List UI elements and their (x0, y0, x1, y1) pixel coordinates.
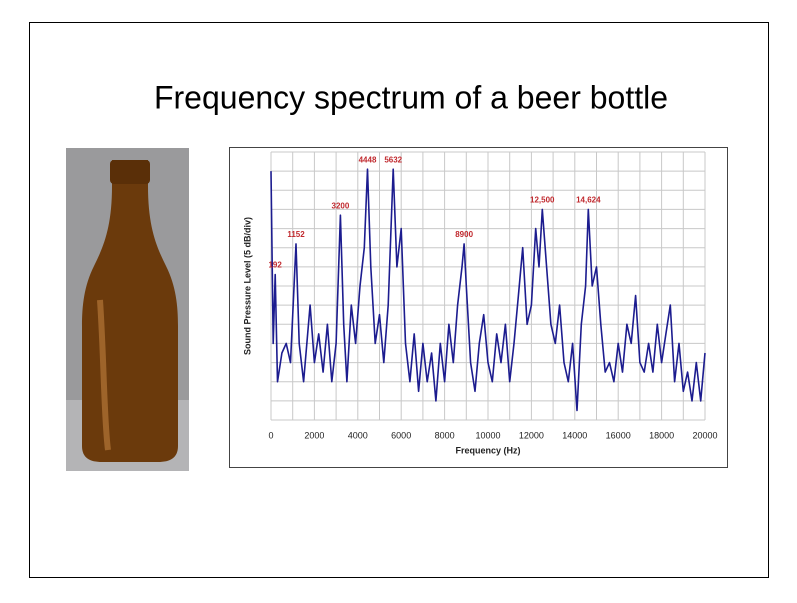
y-axis-title: Sound Pressure Level (5 dB/div) (242, 217, 252, 355)
peak-label: 1152 (287, 230, 305, 239)
peak-label: 14,624 (576, 196, 601, 205)
peak-label: 192 (268, 261, 282, 270)
x-tick-label: 8000 (435, 430, 455, 440)
chart-frame (229, 147, 728, 468)
x-tick-label: 18000 (649, 430, 674, 440)
peak-label: 3200 (332, 201, 350, 210)
x-tick-label: 16000 (606, 430, 631, 440)
x-tick-label: 20000 (692, 430, 717, 440)
chart: 0 2000 4000 6000 8000 10000 12000 14000 16000 180… (242, 151, 718, 455)
x-tick-label: 6000 (391, 430, 411, 440)
x-tick-label: 14000 (562, 430, 587, 440)
peak-label: 5632 (384, 155, 402, 164)
bottle-photo (66, 148, 189, 471)
peak-label: 4448 (359, 155, 377, 164)
peak-label: 12,500 (530, 196, 555, 205)
spectrum-line (270, 168, 706, 412)
slide-title: Frequency spectrum of a beer bottle (154, 79, 668, 115)
x-tick-label: 2000 (304, 430, 324, 440)
x-tick-label: 12000 (519, 430, 544, 440)
x-tick-label: 0 (268, 430, 273, 440)
peak-label: 8900 (455, 230, 473, 239)
x-tick-label: 10000 (475, 430, 500, 440)
x-axis-title: Frequency (Hz) (455, 445, 520, 455)
x-tick-label: 4000 (348, 430, 368, 440)
